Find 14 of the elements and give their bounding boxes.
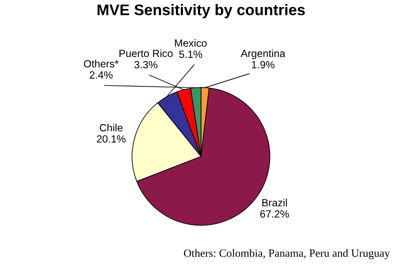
- data-label: 67.2%: [260, 210, 289, 218]
- slice-label: Others*: [84, 60, 119, 68]
- slice-label: Argentina: [240, 49, 286, 60]
- data-label: 2.4%: [90, 71, 113, 79]
- chart-title: MVE Sensitivity by countries: [98, 4, 305, 18]
- slice-label: Puerto Rico: [120, 49, 173, 58]
- slice-label: Chile: [100, 124, 123, 132]
- data-label: 5.1%: [179, 50, 202, 58]
- slice-label: Mexico: [175, 39, 207, 47]
- text: Others: Colombia, Panama, Peru and Uruguay: [184, 249, 390, 260]
- slice-label: Brazil: [262, 198, 287, 206]
- data-label: 3.3%: [134, 60, 158, 68]
- data-label: 20.1%: [96, 135, 126, 143]
- data-label: 1.9%: [252, 60, 275, 68]
